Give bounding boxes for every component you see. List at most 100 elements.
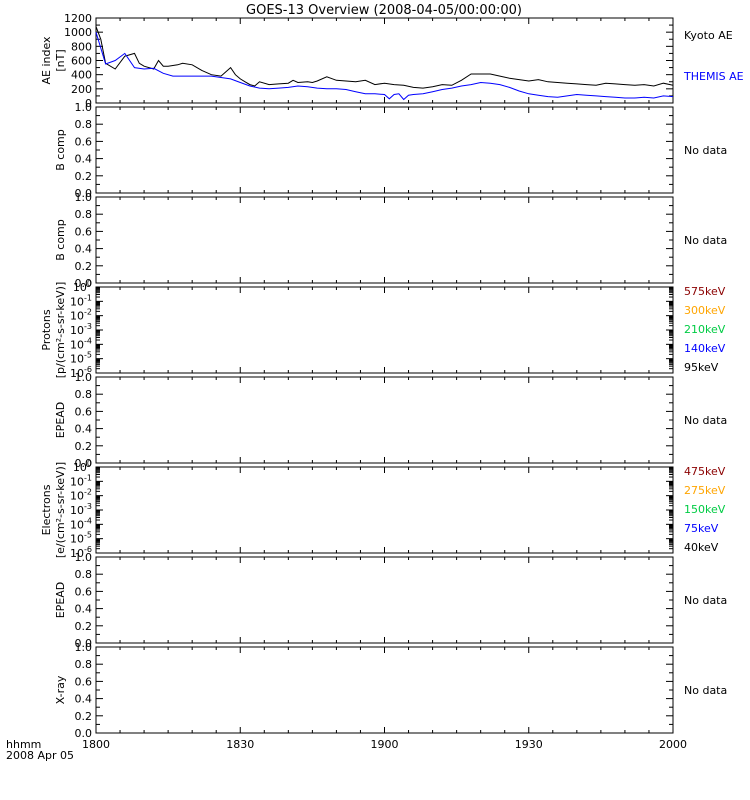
x-tick-label: 2000 [659, 738, 687, 751]
y-tick-label: 0.6 [75, 135, 93, 148]
x-tick-label: 1930 [515, 738, 543, 751]
y-axis-label-line1: EPEAD [54, 582, 67, 619]
no-data-label: No data [684, 414, 727, 427]
y-tick-label: 10-1 [70, 293, 92, 308]
y-tick-label: 1.0 [75, 371, 93, 384]
panel-frame [95, 286, 674, 374]
panel-frame [95, 376, 674, 464]
panel-3: B comp 0.0 0.2 0.4 0.6 0.8 1.0 No data [54, 191, 727, 290]
channel-label: 75keV [684, 522, 719, 535]
y-axis-label: B comp [54, 129, 67, 171]
y-tick-label: 1.0 [75, 551, 93, 564]
no-data-label: No data [684, 684, 727, 697]
panel-6: Electrons [e/(cm²-s-sr-keV)] 10-610-510-41… [40, 459, 726, 560]
y-tick-label: 10-5 [70, 351, 92, 366]
channel-label: 40keV [684, 541, 719, 554]
y-tick-label: 10-2 [70, 488, 92, 503]
y-axis-label-line1: B comp [54, 129, 67, 171]
no-data-label: No data [684, 144, 727, 157]
panel-5: EPEAD 0.0 0.2 0.4 0.6 0.8 1.0 No data [54, 371, 727, 470]
y-axis-label-line1: AE index [40, 36, 53, 85]
y-tick-label: 10-6 [70, 545, 92, 560]
no-data-label: No data [684, 594, 727, 607]
y-axis-label-line2: [p/(cm²-s-sr-keV)] [54, 282, 67, 379]
channel-label: 275keV [684, 484, 726, 497]
series-label: THEMIS AE [683, 70, 744, 83]
y-tick-label: 10-6 [70, 365, 92, 380]
channel-label: 475keV [684, 465, 726, 478]
y-axis-label: EPEAD [54, 582, 67, 619]
panel-2: B comp 0.0 0.2 0.4 0.6 0.8 1.0 No data [54, 101, 727, 200]
y-tick-label: 0.4 [75, 243, 93, 256]
y-tick-label: 600 [71, 55, 92, 68]
y-tick-label: 10-3 [70, 502, 92, 517]
panel-frame [95, 196, 674, 284]
y-tick-label: 10-4 [70, 516, 92, 531]
series-line-1 [95, 26, 674, 89]
y-tick-label: 0.0 [75, 277, 93, 290]
panel-4: Protons [p/(cm²-s-sr-keV)] 10-610-510-410-… [40, 279, 726, 380]
y-tick-label: 0.2 [75, 710, 93, 723]
channel-label: 150keV [684, 503, 726, 516]
y-axis-label: AE index [nT] [40, 36, 67, 85]
y-tick-label: 0 [85, 97, 92, 110]
y-tick-label: 0.2 [75, 440, 93, 453]
y-tick-label: 0.2 [75, 260, 93, 273]
x-tick-label: 1800 [82, 738, 110, 751]
panel-frame [95, 17, 674, 104]
y-tick-label: 0.4 [75, 153, 93, 166]
x-tick-label: 1900 [371, 738, 399, 751]
y-tick-label: 0.4 [75, 423, 93, 436]
y-tick-label: 0.8 [75, 658, 93, 671]
figure-title: GOES-13 Overview (2008-04-05/00:00:00) [246, 3, 522, 18]
panel-frame [95, 646, 674, 734]
y-tick-label: 10-5 [70, 531, 92, 546]
panel-7: EPEAD 0.0 0.2 0.4 0.6 0.8 1.0 No data [54, 551, 727, 650]
y-tick-label: 0.0 [75, 457, 93, 470]
y-tick-label: 1.0 [75, 101, 93, 114]
y-tick-label: 0.0 [75, 187, 93, 200]
y-axis-label-line1: Electrons [40, 484, 53, 535]
y-tick-label: 800 [71, 40, 92, 53]
channel-label: 210keV [684, 323, 726, 336]
x-axis-corner-label-date: 2008 Apr 05 [6, 749, 74, 762]
panel-8: X-ray 0.0 0.2 0.4 0.6 0.8 1.0 No data [54, 641, 727, 740]
y-tick-label: 10-4 [70, 336, 92, 351]
channel-label: 140keV [684, 342, 726, 355]
y-tick-label: 0.6 [75, 225, 93, 238]
y-tick-label: 10-2 [70, 308, 92, 323]
x-axis: 1800 1830 1900 1930 2000 [82, 738, 687, 751]
y-tick-label: 1000 [64, 26, 92, 39]
y-axis-label: B comp [54, 219, 67, 261]
y-tick-label: 10-3 [70, 322, 92, 337]
y-tick-label: 0.6 [75, 405, 93, 418]
y-tick-label: 100 [73, 459, 92, 474]
y-axis-label: Electrons [e/(cm²-s-sr-keV)] [40, 462, 67, 558]
y-tick-label: 400 [71, 69, 92, 82]
y-tick-label: 10-1 [70, 473, 92, 488]
y-tick-label: 0.6 [75, 675, 93, 688]
y-tick-label: 100 [73, 279, 92, 294]
y-tick-label: 0.4 [75, 603, 93, 616]
series-label: Kyoto AE [684, 29, 733, 42]
y-axis-label-line1: EPEAD [54, 402, 67, 439]
y-tick-label: 0.4 [75, 693, 93, 706]
y-axis-label-line1: B comp [54, 219, 67, 261]
y-tick-label: 0.6 [75, 585, 93, 598]
y-axis-label: Protons [p/(cm²-s-sr-keV)] [40, 282, 67, 379]
channel-label: 300keV [684, 304, 726, 317]
panel-frame [95, 556, 674, 644]
y-axis-label-line2: [e/(cm²-s-sr-keV)] [54, 462, 67, 558]
channel-label: 95keV [684, 361, 719, 374]
x-axis-corner-label-time: hhmm [6, 738, 41, 751]
y-tick-label: 0.8 [75, 388, 93, 401]
y-axis-label-line2: [nT] [54, 49, 67, 71]
panel-frame [95, 466, 674, 554]
y-axis-label-line1: Protons [40, 309, 53, 350]
y-tick-label: 1.0 [75, 191, 93, 204]
y-tick-label: 200 [71, 83, 92, 96]
y-tick-label: 1.0 [75, 641, 93, 654]
